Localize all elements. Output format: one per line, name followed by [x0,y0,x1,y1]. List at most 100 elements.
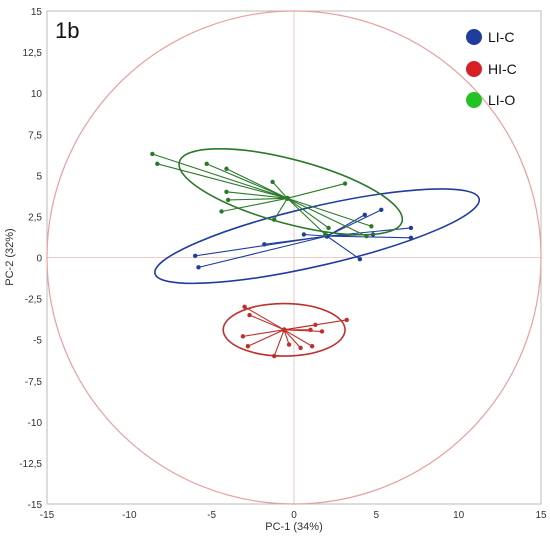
legend-label-li-c: LI-C [488,29,514,45]
series-li-o [150,147,404,239]
data-point-li-o[interactable] [326,225,331,231]
data-point-li-o[interactable] [364,233,369,239]
spoke-hi-c [283,329,301,349]
data-point-li-c[interactable] [196,265,201,270]
series-li-c [154,188,481,285]
legend-item-li-c[interactable]: LI-C [466,29,514,45]
data-point-hi-c[interactable] [309,344,315,349]
spoke-li-c [198,235,328,268]
y-tick-labels: 15 12,5 10 7,5 5 2,5 0 -2,5 -5 -7,5 -10 -12,5 -15 [19,7,42,511]
data-point-li-o[interactable] [270,179,275,185]
confidence-ellipse-li-o [178,147,404,236]
legend-label-li-o: LI-O [488,92,515,108]
data-point-li-c[interactable] [301,232,307,237]
data-point-hi-c[interactable] [298,345,303,351]
spoke-li-o [272,181,288,199]
spoke-li-c [303,233,327,237]
data-point-hi-c[interactable] [240,334,246,339]
confidence-ellipse-hi-c [222,302,346,357]
spoke-hi-c [249,314,285,331]
y-tick-label: 7,5 [28,130,42,141]
spoke-hi-c [244,306,285,331]
data-point-hi-c[interactable] [344,317,349,323]
spoke-hi-c [247,329,285,347]
x-tick-label: -15 [40,510,55,521]
panel-label: 1b [55,18,79,43]
zero-lines [47,11,541,504]
data-point-li-c[interactable] [408,225,414,231]
data-point-li-o[interactable] [219,209,224,214]
spoke-li-o [226,191,288,199]
y-axis-label: PC-2 (32%) [4,228,16,285]
reference-circle-group [46,10,542,505]
data-point-li-o[interactable] [224,166,229,171]
data-point-hi-c[interactable] [286,342,292,347]
spoke-li-c [326,209,382,237]
x-tick-label: 10 [453,510,465,521]
data-point-li-o[interactable] [225,197,231,203]
data-point-li-c[interactable] [379,207,384,213]
data-point-li-o[interactable] [272,217,277,222]
x-tick-labels: -15 -10 -5 0 5 10 15 [40,510,547,521]
legend-marker-li-c [466,29,482,45]
spoke-li-o [221,197,288,213]
y-tick-label: 2,5 [28,212,42,223]
spoke-hi-c [242,329,285,337]
y-tick-label: -5 [33,336,42,347]
spoke-li-c [264,235,328,245]
data-point-li-o[interactable] [204,161,209,167]
spoke-li-o [287,183,346,199]
spoke-li-o [287,197,372,227]
spoke-li-o [228,197,288,201]
spoke-li-o [273,198,288,220]
y-tick-label: 5 [36,171,42,182]
data-point-li-o[interactable] [369,224,374,229]
spoke-li-o [206,163,288,199]
legend-label-hi-c: HI-C [488,61,517,77]
y-tick-label: 15 [31,7,43,18]
data-point-hi-c[interactable] [242,304,247,309]
x-tick-label: 0 [291,510,297,521]
series-hi-c [222,302,349,359]
data-point-li-c[interactable] [408,235,414,240]
data-point-li-c[interactable] [362,212,368,217]
y-tick-label: -15 [28,500,43,511]
spoke-li-o [287,197,329,229]
x-tick-label: 5 [374,510,380,521]
y-tick-label: 0 [36,254,42,265]
data-point-li-o[interactable] [323,232,328,237]
data-point-hi-c[interactable] [245,344,251,349]
data-point-li-o[interactable] [150,151,155,157]
legend-item-li-o[interactable]: LI-O [466,92,515,108]
spoke-hi-c [283,329,313,347]
legend-marker-li-o [466,92,482,108]
data-point-li-o[interactable] [224,189,229,194]
data-point-li-c[interactable] [193,253,198,259]
y-tick-label: -12,5 [19,459,42,470]
spoke-li-o [152,153,288,199]
legend-marker-hi-c [466,61,482,77]
data-point-li-o[interactable] [342,181,348,186]
data-point-hi-c[interactable] [308,327,313,333]
x-tick-label: -5 [207,510,216,521]
y-tick-label: -10 [28,418,43,429]
legend: LI-C HI-C LI-O [466,29,517,108]
data-point-hi-c[interactable] [319,329,325,334]
data-point-li-c[interactable] [262,242,267,247]
x-axis-label: PC-1 (34%) [265,521,322,533]
data-point-hi-c[interactable] [313,322,318,328]
y-tick-label: -7,5 [25,377,43,388]
y-tick-label: 12,5 [23,48,43,59]
x-tick-label: 15 [535,510,547,521]
confidence-ellipse-li-c [154,188,481,285]
reference-circle [46,10,542,505]
x-tick-label: -10 [122,510,137,521]
data-point-li-o[interactable] [155,161,160,167]
y-tick-label: -2,5 [25,295,43,306]
data-point-li-c[interactable] [357,256,363,262]
data-point-hi-c[interactable] [272,353,277,359]
legend-item-hi-c[interactable]: HI-C [466,61,517,77]
data-point-hi-c[interactable] [247,312,252,318]
y-tick-label: 10 [31,89,43,100]
